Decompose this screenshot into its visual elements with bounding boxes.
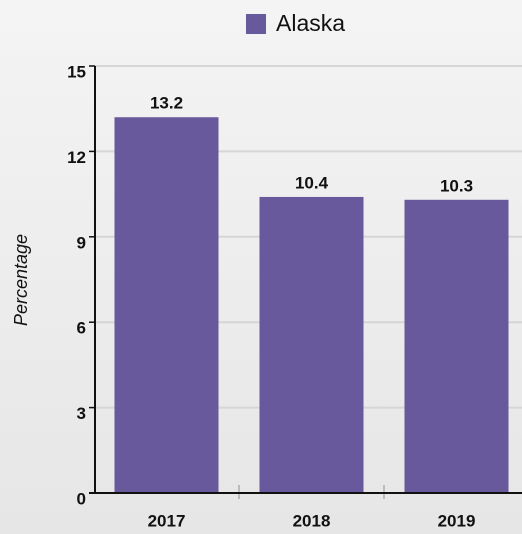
y-tick-label: 15 xyxy=(67,62,86,81)
bar xyxy=(114,117,219,494)
y-axis-label: Percentage xyxy=(11,234,31,326)
x-tick-label: 2019 xyxy=(438,511,476,530)
y-tick-label: 0 xyxy=(77,489,86,508)
legend-label: Alaska xyxy=(276,10,345,36)
y-tick-label: 6 xyxy=(77,319,86,338)
x-tick-label: 2018 xyxy=(293,511,331,530)
value-label: 10.3 xyxy=(440,176,473,195)
y-tick-label: 12 xyxy=(67,148,86,167)
y-tick-label: 9 xyxy=(77,233,86,252)
bar xyxy=(259,196,364,494)
legend-swatch xyxy=(246,14,266,34)
bar xyxy=(404,199,509,493)
value-label: 13.2 xyxy=(150,94,183,113)
x-tick-label: 2017 xyxy=(148,511,186,530)
value-label: 10.4 xyxy=(295,173,329,192)
y-tick-label: 3 xyxy=(77,404,86,423)
